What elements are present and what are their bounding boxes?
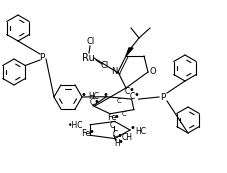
Text: •: • (134, 90, 140, 100)
Text: •: • (128, 85, 134, 95)
Polygon shape (126, 48, 133, 56)
Text: HC: HC (88, 92, 99, 101)
Text: Fe: Fe (107, 113, 117, 122)
Text: O: O (150, 67, 156, 76)
Text: HC: HC (135, 126, 146, 135)
Text: •: • (80, 90, 86, 100)
Text: •HC: •HC (68, 121, 83, 130)
Text: C: C (117, 98, 121, 104)
Text: C: C (124, 88, 130, 97)
Text: C: C (122, 111, 126, 117)
Text: H: H (114, 139, 120, 148)
Text: CH: CH (122, 133, 133, 142)
Text: Ru: Ru (82, 53, 94, 63)
Text: •: • (118, 137, 124, 147)
Text: •: • (117, 131, 123, 140)
Text: Fe: Fe (81, 129, 91, 138)
Text: •: • (102, 90, 108, 100)
Text: C: C (130, 92, 135, 101)
Text: Cl: Cl (87, 38, 95, 47)
Text: •: • (88, 127, 94, 137)
Text: C: C (89, 98, 95, 107)
Text: Cl: Cl (101, 61, 109, 70)
Text: N: N (111, 67, 117, 76)
Text: •: • (113, 112, 119, 122)
Text: P: P (160, 93, 166, 102)
Text: •: • (93, 97, 99, 107)
Text: C: C (112, 130, 117, 139)
Text: C: C (109, 121, 114, 130)
Text: P: P (39, 52, 45, 61)
Text: •: • (129, 123, 135, 133)
